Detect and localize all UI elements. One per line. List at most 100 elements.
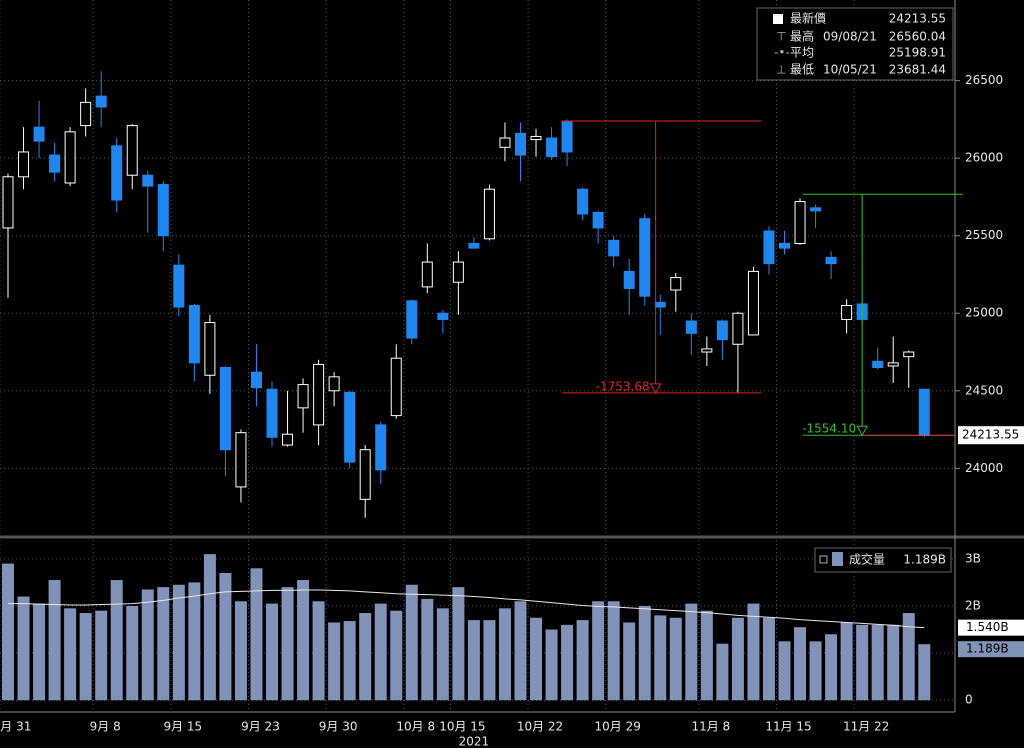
volume-bar [747,603,760,701]
candle-body [639,218,651,297]
x-tick-label: 10月 22 [517,720,563,734]
candle-body [344,391,356,463]
stats-icon [773,14,783,24]
y-tick-label: 24000 [965,461,1003,475]
stats-value: 26560.04 [889,30,946,44]
volume-bar [359,613,372,701]
candle-body [328,376,340,392]
candle-body [142,174,154,187]
x-tick-label: 10月 15 [439,720,485,734]
legend-icon [819,555,828,564]
candle-body [514,132,526,156]
volume-bar [17,596,30,701]
candle-body [64,131,76,184]
candle-body [95,95,107,108]
legend-value: 1.189B [903,553,946,567]
candle-body [841,304,853,320]
candle-body [685,320,697,334]
volume-tag-label: 1.189B [966,642,1009,656]
candle-body [219,367,231,451]
stats-label: 平均 [790,46,814,60]
candle-body [188,304,200,364]
volume-bar [219,572,232,701]
x-tick-label: 10月 29 [594,720,640,734]
stats-label: 最高 [790,29,814,44]
candle-body [173,264,185,308]
volume-bar [452,587,465,701]
stats-value: 24213.55 [889,12,946,26]
volume-bar [110,580,123,701]
candle-body [406,300,418,339]
volume-bar [669,617,682,701]
volume-bar [731,617,744,701]
candle-body [918,388,930,436]
candle-body [546,137,558,158]
volume-bar [700,610,713,701]
volume-bar [157,587,170,701]
volume-bar [95,610,108,701]
candle-body [375,424,387,471]
x-tick-label: 9月 23 [241,720,280,734]
candle-body [623,270,635,289]
candle-body [608,239,620,257]
volume-bar [33,603,46,701]
candle-body [747,270,759,336]
stats-date: 10/05/21 [823,63,877,77]
candle-body [872,360,884,369]
volume-bar [203,554,216,701]
stats-frame [756,7,954,81]
candle-body [810,207,822,212]
stats-date: 09/08/21 [823,30,877,44]
volume-bar [48,580,61,701]
y-tick-label: 25000 [965,306,1003,320]
x-tick-label: 11月 8 [691,720,730,734]
volume-bar [250,568,263,701]
volume-bar [374,603,387,701]
volume-bar [483,620,496,701]
volume-bar [297,580,310,701]
x-tick-label: 10月 8 [396,720,435,734]
volume-bar [436,608,449,701]
volume-bar [498,608,511,701]
stats-icon: ⊥ [776,63,786,77]
candle-body [282,433,294,446]
volume-bar [762,617,775,701]
legend-label: 成交量 [849,552,885,567]
candle-body [779,242,790,249]
annotation-label: -1753.68 [596,379,650,393]
y-tick-label: 26000 [965,151,1003,165]
candle-body [670,277,682,291]
candle-body [250,371,262,389]
volume-bar [390,610,403,701]
candle-body [654,301,666,308]
volume-bar [887,624,900,701]
candle-body [111,145,123,201]
y-tick-label: 2B [965,598,981,612]
stats-icon: ⊤ [776,30,786,44]
candle-body [530,135,542,141]
volume-bar [871,624,884,701]
candle-body [204,322,216,376]
legend-swatch [832,552,843,566]
candle-body [421,261,433,288]
y-tick-label: 3B [965,551,981,565]
candle-body [2,176,14,229]
candle-body [903,351,915,358]
volume-bar [607,601,620,701]
volume-bar [654,615,667,701]
candle-body [266,388,278,438]
volume-bar [623,622,636,701]
stats-icon: -•- [774,46,790,60]
x-tick-label: 9月 30 [319,720,358,734]
volume-bar [467,620,480,701]
candle-body [157,184,169,237]
candle-body [468,242,480,249]
volume-bar [126,605,139,701]
candle-body [126,125,138,176]
volume-bar [141,589,154,701]
volume-bar [840,622,853,701]
volume-bar [576,620,589,701]
candle-body [359,449,371,500]
volume-bar [685,603,698,701]
last-price-label: 24213.55 [962,428,1019,442]
